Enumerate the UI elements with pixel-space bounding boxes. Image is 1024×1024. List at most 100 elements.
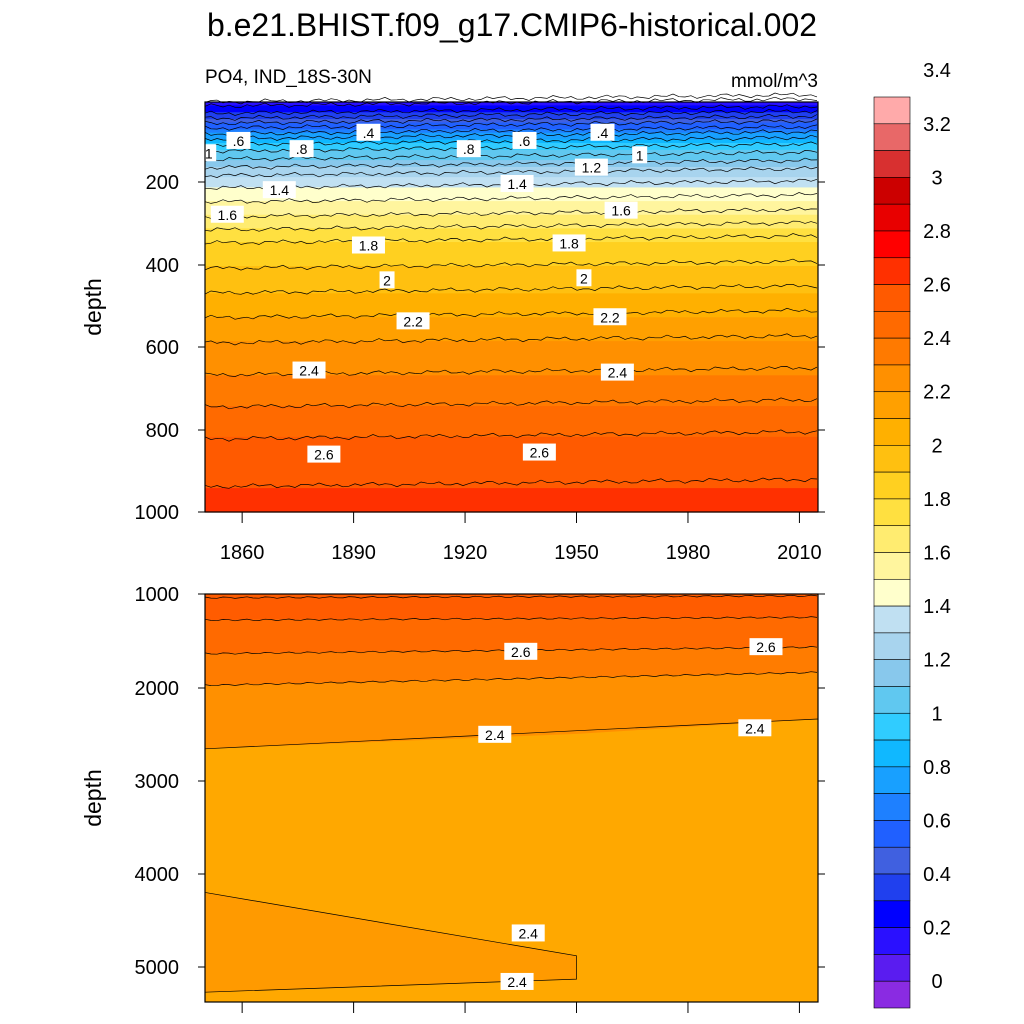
colorbar-swatch bbox=[873, 471, 911, 500]
contour-band bbox=[205, 272, 818, 277]
contour-band bbox=[205, 269, 818, 274]
colorbar-label: 2.2 bbox=[923, 382, 951, 404]
contour-band bbox=[205, 320, 818, 325]
contour-line bbox=[204, 129, 818, 141]
contour-label-text: 2.6 bbox=[314, 447, 334, 463]
contour-label: .8 bbox=[456, 140, 481, 158]
contour-band bbox=[205, 307, 818, 312]
contour-band bbox=[205, 406, 818, 411]
y-tick-label: 5000 bbox=[135, 957, 180, 979]
contour-label-text: 2.6 bbox=[756, 639, 776, 655]
contour-band bbox=[205, 371, 818, 376]
plot-frame bbox=[204, 101, 819, 513]
contour-band bbox=[205, 125, 818, 130]
contour-label: 2.2 bbox=[593, 308, 627, 326]
contour-line bbox=[204, 96, 818, 108]
x-tick-label: 1920 bbox=[443, 542, 488, 564]
contour-band bbox=[205, 242, 818, 247]
contour-band bbox=[205, 283, 818, 288]
contour-band bbox=[205, 457, 818, 462]
y-tick-label: 1000 bbox=[135, 502, 180, 524]
contour-band bbox=[205, 252, 818, 257]
contour-line bbox=[204, 397, 818, 410]
colorbar-swatch bbox=[873, 766, 911, 794]
contour-band bbox=[205, 330, 818, 335]
contour-line bbox=[204, 233, 818, 245]
y-tick-label: 3000 bbox=[135, 771, 180, 793]
colorbar-swatch bbox=[873, 605, 911, 634]
colorbar-swatch bbox=[873, 686, 911, 714]
colorbar-label: 1.6 bbox=[923, 543, 951, 565]
y-axis-label: depth bbox=[80, 278, 106, 336]
contour-label-text: .4 bbox=[363, 125, 375, 141]
contour-band bbox=[205, 334, 818, 339]
contour-band bbox=[205, 361, 818, 366]
contour-band bbox=[205, 365, 818, 370]
contour-band bbox=[205, 337, 818, 342]
contour-label-text: 2.2 bbox=[403, 313, 423, 329]
contour-band bbox=[205, 129, 818, 134]
contour-band bbox=[205, 160, 818, 165]
contour-band bbox=[205, 385, 818, 390]
contour-band bbox=[205, 474, 818, 479]
colorbar-swatch bbox=[873, 739, 911, 768]
contour-band bbox=[205, 450, 818, 455]
contour-label-text: 2.4 bbox=[608, 365, 628, 381]
contour-band bbox=[205, 358, 818, 363]
contour-band bbox=[205, 293, 818, 298]
contour-band bbox=[205, 467, 818, 472]
colorbar-swatch bbox=[873, 123, 911, 151]
contour-band bbox=[205, 262, 818, 267]
contour-band bbox=[205, 443, 818, 448]
colorbar-swatch bbox=[873, 284, 911, 312]
contour-label-text: .6 bbox=[233, 133, 245, 149]
contour-line bbox=[204, 616, 818, 622]
contour-band bbox=[205, 344, 818, 349]
contour-label: 2.2 bbox=[396, 312, 430, 330]
units-label: mmol/m^3 bbox=[731, 71, 818, 92]
colorbar-swatch bbox=[873, 150, 911, 178]
colorbar-swatch bbox=[873, 96, 911, 125]
x-tick-label: 1980 bbox=[666, 542, 711, 564]
colorbar-swatch bbox=[873, 980, 911, 1009]
figure-title: b.e21.BHIST.f09_g17.CMIP6-historical.002 bbox=[207, 7, 817, 43]
contour-band bbox=[205, 430, 818, 435]
contour-line bbox=[204, 124, 818, 137]
contour-line bbox=[204, 118, 818, 131]
plot-frame bbox=[204, 593, 819, 1003]
upper-panel: .6.41.8.8.6.41.211.4 1.41.6 1.61.8 1.82 22.2… bbox=[80, 92, 825, 564]
contour-label: 2.4 bbox=[738, 719, 772, 737]
y-tick-label: 2000 bbox=[135, 678, 180, 700]
contour-label: 1.6 bbox=[210, 205, 244, 223]
colorbar-swatch bbox=[873, 337, 911, 366]
contour-line bbox=[204, 284, 818, 295]
contour-band bbox=[205, 412, 818, 417]
colorbar-label: 1.8 bbox=[923, 489, 951, 511]
contour-band bbox=[205, 238, 818, 243]
y-tick-label: 1000 bbox=[135, 584, 180, 606]
contour-band bbox=[205, 440, 818, 445]
contour-band bbox=[205, 112, 818, 117]
contour-label-text: .6 bbox=[519, 133, 531, 149]
contour-band bbox=[205, 153, 818, 158]
colorbar-swatch bbox=[873, 632, 911, 660]
contour-band bbox=[205, 146, 818, 151]
colorbar-swatch bbox=[873, 873, 911, 902]
contour-band bbox=[205, 464, 818, 469]
contour-band bbox=[205, 892, 577, 993]
colorbar-swatch bbox=[873, 954, 911, 982]
contour-band bbox=[205, 214, 818, 219]
y-tick-label: 800 bbox=[146, 420, 179, 442]
contour-band bbox=[205, 594, 818, 621]
contour-label-text: .8 bbox=[296, 141, 308, 157]
colorbar-swatch bbox=[873, 846, 911, 875]
contour-band bbox=[205, 426, 818, 431]
colorbar-swatch bbox=[873, 445, 911, 473]
contour-line bbox=[204, 594, 818, 599]
contour-band bbox=[205, 279, 818, 284]
contour-line bbox=[204, 108, 818, 121]
contour-band bbox=[205, 207, 818, 212]
contour-band bbox=[205, 204, 818, 209]
contour-band bbox=[205, 231, 818, 236]
colorbar-label: 1 bbox=[931, 703, 942, 725]
